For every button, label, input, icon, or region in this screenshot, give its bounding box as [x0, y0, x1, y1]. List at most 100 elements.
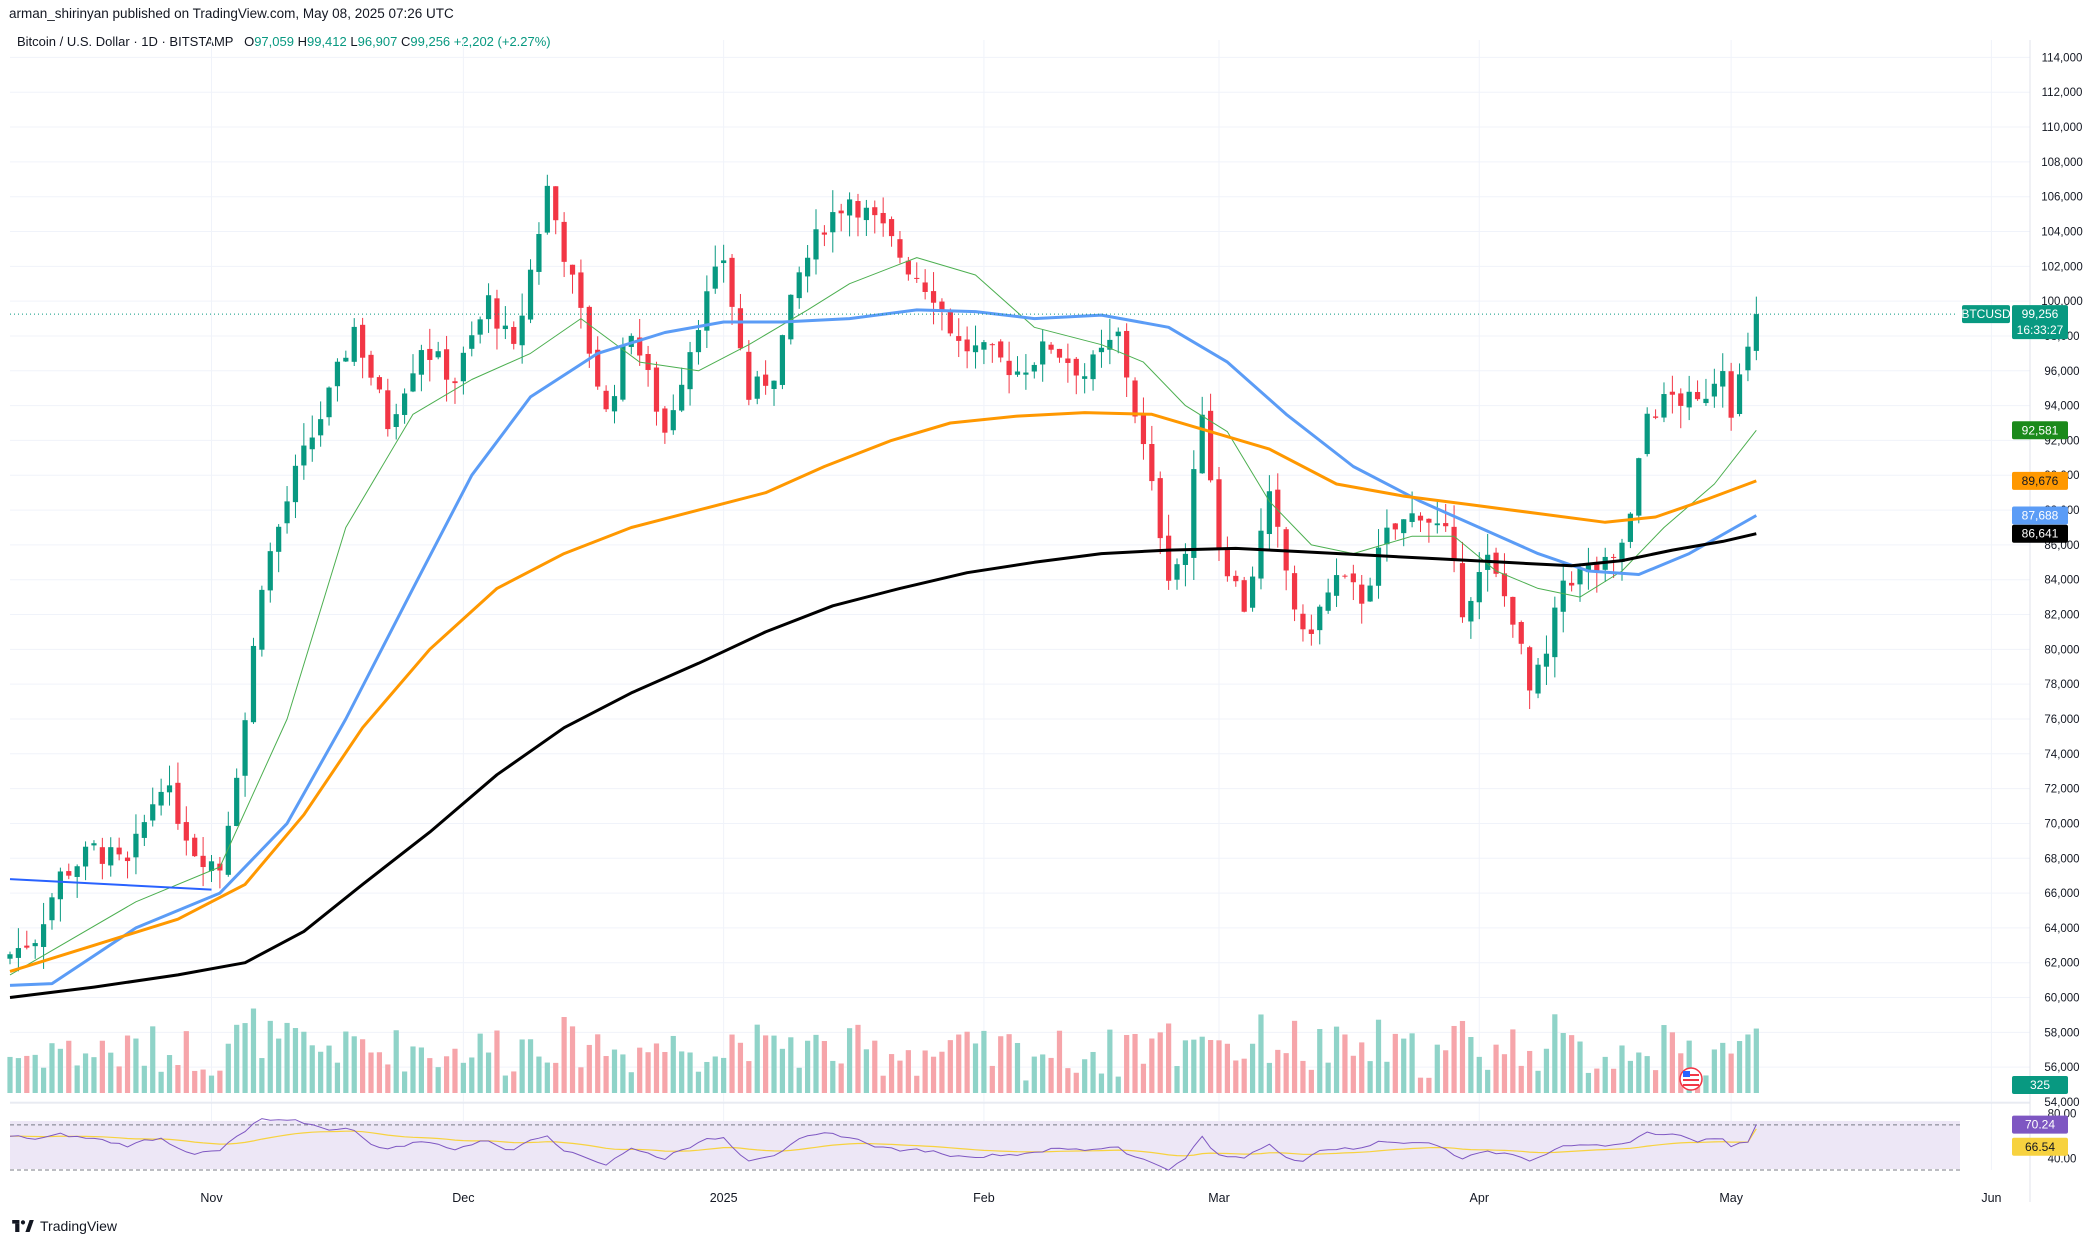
candle[interactable] — [74, 866, 80, 877]
candle[interactable] — [460, 352, 466, 382]
candle[interactable] — [24, 945, 30, 948]
candle[interactable] — [1678, 393, 1684, 406]
candle[interactable] — [1342, 575, 1348, 577]
time-axis[interactable]: Nov Dec 2025 Feb Mar Apr May Jun — [200, 1191, 2001, 1205]
candle[interactable] — [771, 380, 777, 390]
candle[interactable] — [796, 272, 802, 299]
candle[interactable] — [1208, 410, 1214, 481]
candle[interactable] — [1426, 518, 1432, 523]
candle[interactable] — [662, 408, 668, 433]
candle[interactable] — [1308, 629, 1314, 634]
candle[interactable] — [284, 501, 290, 524]
candle[interactable] — [1711, 383, 1717, 397]
candle[interactable] — [763, 374, 769, 386]
candle[interactable] — [880, 212, 886, 224]
tradingview-brand[interactable]: TradingView — [12, 1218, 117, 1234]
candle[interactable] — [1703, 398, 1709, 404]
candle[interactable] — [32, 943, 38, 947]
candle[interactable] — [116, 847, 122, 855]
candle[interactable] — [645, 354, 651, 370]
candle[interactable] — [1753, 314, 1759, 351]
candle[interactable] — [561, 221, 567, 262]
candle[interactable] — [1065, 358, 1071, 363]
candle[interactable] — [1611, 556, 1617, 558]
candle[interactable] — [1384, 527, 1390, 545]
candle[interactable] — [108, 847, 114, 866]
candle[interactable] — [922, 282, 928, 292]
candle[interactable] — [385, 390, 391, 430]
candle[interactable] — [578, 272, 584, 308]
candle[interactable] — [838, 210, 844, 214]
candle[interactable] — [1166, 535, 1172, 581]
candle[interactable] — [402, 393, 408, 415]
candle[interactable] — [897, 239, 903, 258]
candle[interactable] — [687, 352, 693, 390]
candle[interactable] — [49, 897, 55, 921]
candle[interactable] — [1535, 664, 1541, 694]
candle[interactable] — [1006, 360, 1012, 376]
candle[interactable] — [225, 825, 231, 875]
candle[interactable] — [1560, 580, 1566, 612]
candle[interactable] — [368, 354, 374, 378]
candle[interactable] — [1182, 553, 1189, 565]
candle[interactable] — [276, 526, 282, 552]
candle[interactable] — [712, 266, 718, 289]
candle[interactable] — [1291, 573, 1298, 610]
candle[interactable] — [1644, 413, 1650, 455]
candle[interactable] — [989, 344, 995, 346]
candle[interactable] — [1191, 469, 1197, 558]
candle[interactable] — [1443, 523, 1449, 527]
candle[interactable] — [15, 948, 21, 958]
candle[interactable] — [158, 791, 164, 806]
candle[interactable] — [1359, 584, 1365, 604]
candle[interactable] — [813, 229, 819, 260]
candle[interactable] — [1401, 519, 1407, 534]
candle[interactable] — [1333, 575, 1340, 596]
candle[interactable] — [360, 324, 366, 358]
candle[interactable] — [1149, 444, 1155, 482]
candle[interactable] — [620, 345, 626, 400]
candle[interactable] — [208, 861, 215, 871]
candle[interactable] — [1417, 515, 1424, 521]
candle[interactable] — [788, 294, 794, 340]
candle[interactable] — [1140, 414, 1147, 445]
candle[interactable] — [1317, 606, 1323, 631]
candle[interactable] — [267, 551, 273, 591]
candle[interactable] — [1669, 391, 1675, 395]
candle[interactable] — [309, 437, 315, 450]
trendline[interactable] — [9, 878, 212, 891]
candle[interactable] — [250, 645, 257, 723]
candle[interactable] — [1350, 573, 1356, 583]
candle[interactable] — [1014, 371, 1021, 375]
candle[interactable] — [183, 822, 189, 841]
candle[interactable] — [1048, 344, 1054, 350]
candle[interactable] — [166, 785, 173, 793]
candle[interactable] — [175, 782, 181, 824]
candle[interactable] — [569, 264, 576, 275]
candle[interactable] — [1325, 592, 1331, 611]
candle[interactable] — [150, 804, 156, 821]
candle[interactable] — [427, 348, 433, 360]
candle[interactable] — [393, 414, 399, 427]
candle[interactable] — [133, 833, 139, 858]
candle[interactable] — [830, 212, 836, 233]
candle[interactable] — [343, 357, 349, 362]
candle[interactable] — [1518, 622, 1524, 644]
candle[interactable] — [1107, 339, 1113, 350]
candle[interactable] — [721, 260, 727, 264]
candle[interactable] — [998, 341, 1004, 358]
candle[interactable] — [1661, 394, 1667, 418]
candle[interactable] — [1090, 354, 1096, 380]
candle[interactable] — [754, 376, 760, 399]
candle[interactable] — [1241, 580, 1247, 612]
candle[interactable] — [485, 295, 492, 320]
candle[interactable] — [234, 777, 240, 827]
candle[interactable] — [972, 345, 979, 353]
candle[interactable] — [1040, 341, 1046, 365]
candle[interactable] — [1543, 653, 1550, 667]
candle[interactable] — [502, 325, 508, 330]
candle[interactable] — [863, 207, 869, 221]
candle[interactable] — [846, 199, 853, 216]
candle[interactable] — [242, 720, 248, 776]
candle[interactable] — [477, 319, 483, 335]
